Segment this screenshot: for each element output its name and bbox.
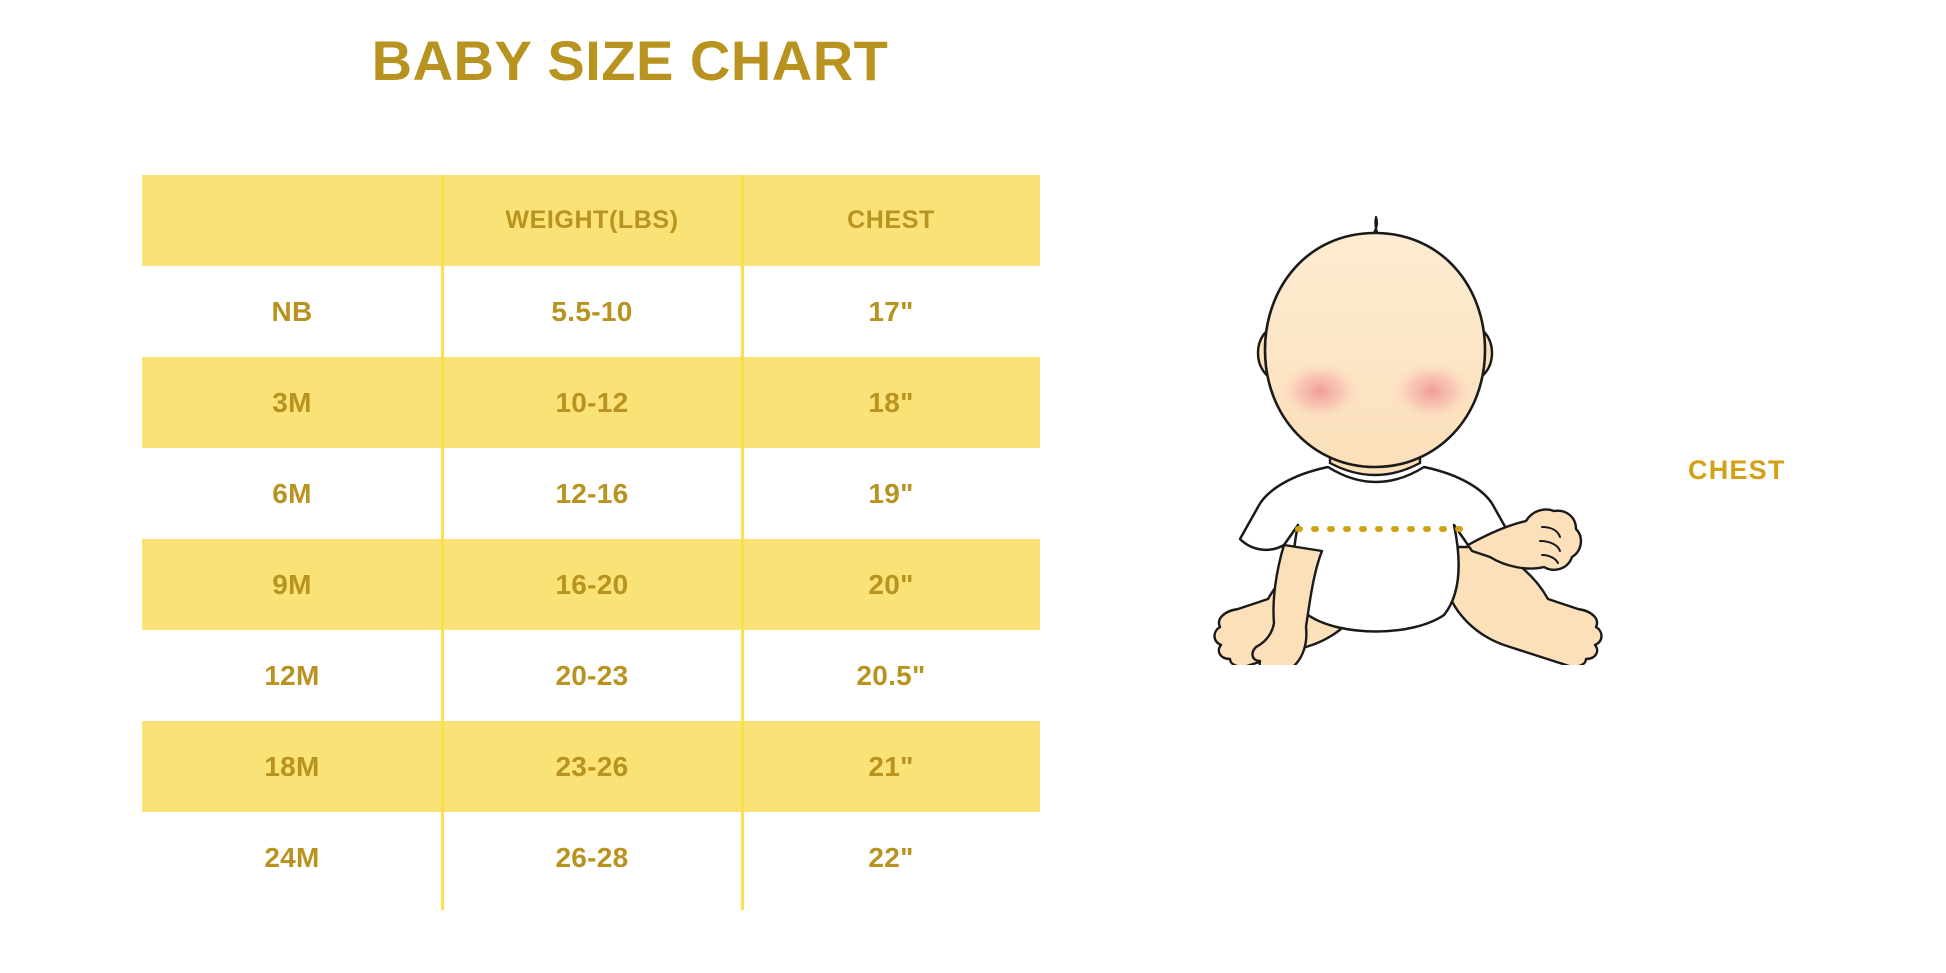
cell-size: 18M: [264, 750, 320, 782]
cell-weight: 16-20: [555, 568, 629, 600]
left-arm: [1251, 543, 1324, 665]
cell-size: 9M: [272, 568, 312, 600]
cell-size: 24M: [264, 841, 320, 873]
cell-weight: 20-23: [555, 659, 629, 691]
cell-size: 6M: [272, 477, 312, 509]
fist-fingers: [1539, 526, 1561, 564]
page-title: BABY SIZE CHART: [371, 29, 889, 92]
cell-chest: 18": [868, 386, 914, 418]
table-row: 18M 23-26 21": [142, 721, 1040, 812]
header-cell-weight: WEIGHT(LBS): [505, 206, 679, 234]
right-cheek-blush: [1390, 360, 1474, 422]
table-row: NB 5.5-10 17": [142, 266, 1040, 357]
table-row: 3M 10-12 18": [142, 357, 1040, 448]
table-row: 24M 26-28 22": [142, 812, 1040, 903]
table-row: 9M 16-20 20": [142, 539, 1040, 630]
cell-chest: 20": [868, 568, 914, 600]
header-cell-size: [142, 175, 442, 266]
column-divider-2: [741, 175, 744, 910]
cell-chest: 19": [868, 477, 914, 509]
cell-chest: 17": [868, 295, 914, 327]
cell-weight: 12-16: [555, 477, 629, 509]
cell-weight: 23-26: [555, 750, 629, 782]
right-leg: [1444, 545, 1603, 665]
cell-size: 12M: [264, 659, 320, 691]
left-cheek-blush: [1278, 360, 1362, 422]
baby-illustration: [1213, 215, 1603, 665]
cell-weight: 10-12: [555, 386, 629, 418]
cell-chest: 22": [868, 841, 914, 873]
cell-weight: 5.5-10: [551, 295, 633, 327]
baby-size-table: WEIGHT(LBS) CHEST NB 5.5-10 17" 3M 10-12…: [142, 175, 1040, 903]
cell-weight: 26-28: [555, 841, 629, 873]
header-cell-chest: CHEST: [847, 206, 935, 234]
right-arm: [1466, 508, 1583, 571]
table-header-row: WEIGHT(LBS) CHEST: [142, 175, 1040, 266]
cell-chest: 21": [868, 750, 914, 782]
cell-chest: 20.5": [856, 659, 926, 691]
head: [1263, 231, 1487, 469]
cell-size: 3M: [272, 386, 312, 418]
cell-size: NB: [271, 295, 313, 327]
table-row: 12M 20-23 20.5": [142, 630, 1040, 721]
table-row: 6M 12-16 19": [142, 448, 1040, 539]
chest-label: CHEST: [1688, 455, 1786, 485]
column-divider-1: [441, 175, 444, 910]
